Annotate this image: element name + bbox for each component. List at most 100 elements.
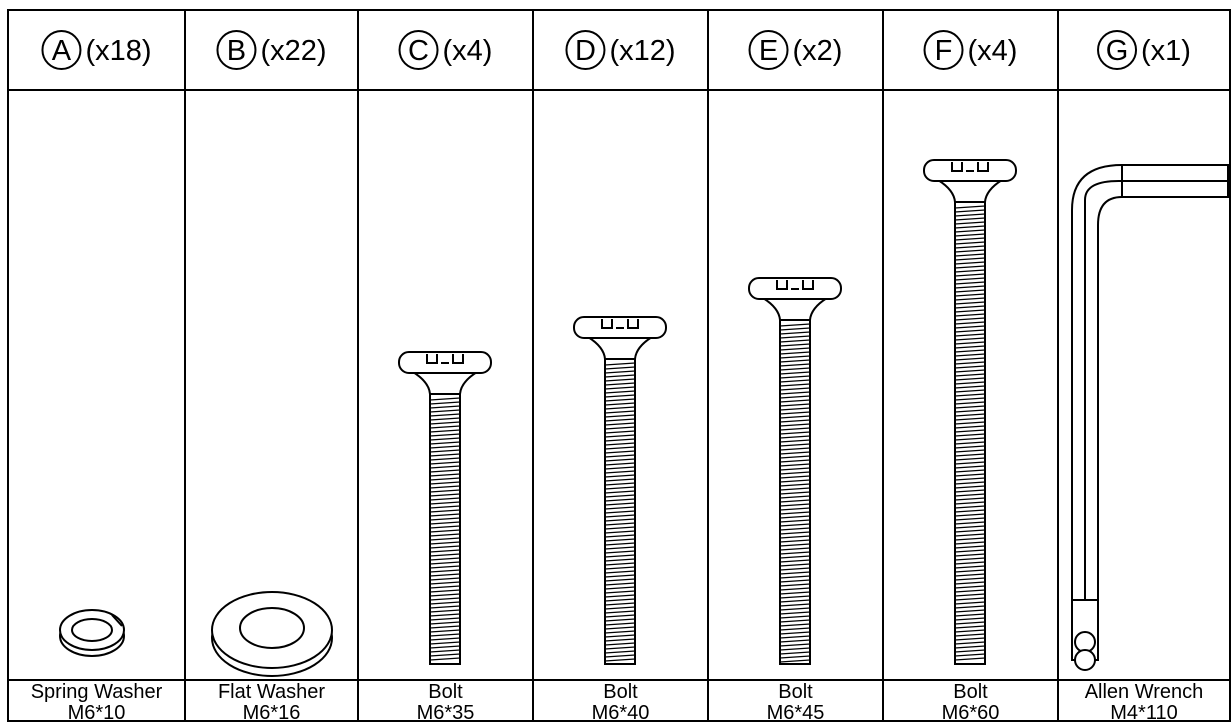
thread (954, 261, 986, 265)
thread (604, 486, 636, 490)
part-letter: E (759, 35, 778, 67)
thread (429, 553, 461, 557)
thread (779, 439, 811, 443)
thread (954, 309, 986, 313)
thread (604, 566, 636, 570)
thread (604, 626, 636, 630)
thread (429, 485, 461, 489)
thread (604, 438, 636, 442)
thread (779, 371, 811, 375)
thread (429, 629, 461, 633)
thread (954, 373, 986, 377)
thread (954, 401, 986, 405)
thread (779, 527, 811, 531)
thread (429, 613, 461, 617)
thread (779, 411, 811, 415)
thread (604, 610, 636, 614)
thread (429, 469, 461, 473)
part-quantity: (x1) (1141, 35, 1191, 67)
thread (779, 499, 811, 503)
thread (954, 269, 986, 273)
thread (954, 341, 986, 345)
thread (779, 359, 811, 363)
thread (954, 633, 986, 637)
thread (429, 449, 461, 453)
thread (429, 545, 461, 549)
part-size: M6*45 (767, 702, 825, 722)
thread (429, 653, 461, 657)
thread (429, 617, 461, 621)
thread (604, 394, 636, 398)
thread (779, 339, 811, 343)
thread (779, 367, 811, 371)
thread (604, 454, 636, 458)
thread (779, 651, 811, 655)
thread (954, 449, 986, 453)
thread (429, 601, 461, 605)
thread (954, 369, 986, 373)
thread (604, 490, 636, 494)
thread (954, 649, 986, 653)
thread (779, 623, 811, 627)
letter-circle (748, 30, 789, 70)
thread (954, 561, 986, 565)
thread (954, 361, 986, 365)
thread (954, 281, 986, 285)
thread (954, 553, 986, 557)
thread (429, 657, 461, 661)
thread (779, 507, 811, 511)
thread (779, 579, 811, 583)
thread (604, 386, 636, 390)
thread (604, 402, 636, 406)
thread (779, 415, 811, 419)
thread (429, 641, 461, 645)
thread (954, 389, 986, 393)
thread (779, 563, 811, 567)
allen-wrench-icon (1071, 164, 1229, 671)
thread (429, 465, 461, 469)
thread (604, 638, 636, 642)
thread (954, 533, 986, 537)
thread (604, 538, 636, 542)
thread (954, 517, 986, 521)
part-name: Bolt (603, 681, 638, 703)
thread (954, 377, 986, 381)
head-slot (951, 162, 989, 172)
thread (779, 407, 811, 411)
thread (429, 397, 461, 401)
thread (779, 535, 811, 539)
thread (954, 405, 986, 409)
thread (779, 583, 811, 587)
thread (954, 305, 986, 309)
thread (429, 461, 461, 465)
thread (429, 489, 461, 493)
bolt-icon (923, 159, 1017, 665)
part-name: Allen Wrench (1085, 681, 1204, 703)
thread (954, 617, 986, 621)
thread (779, 387, 811, 391)
thread (954, 333, 986, 337)
thread (954, 325, 986, 329)
thread (429, 413, 461, 417)
thread (779, 595, 811, 599)
thread (429, 525, 461, 529)
thread (429, 609, 461, 613)
thread (429, 529, 461, 533)
thread (429, 501, 461, 505)
thread (429, 453, 461, 457)
thread (604, 502, 636, 506)
thread (604, 654, 636, 658)
thread (954, 353, 986, 357)
thread (604, 466, 636, 470)
thread (779, 443, 811, 447)
thread (604, 602, 636, 606)
thread (429, 445, 461, 449)
thread (604, 474, 636, 478)
thread (429, 481, 461, 485)
thread (779, 599, 811, 603)
bolt-neck (759, 297, 831, 321)
thread (954, 565, 986, 569)
thread (954, 409, 986, 413)
thread (954, 573, 986, 577)
thread (779, 419, 811, 423)
